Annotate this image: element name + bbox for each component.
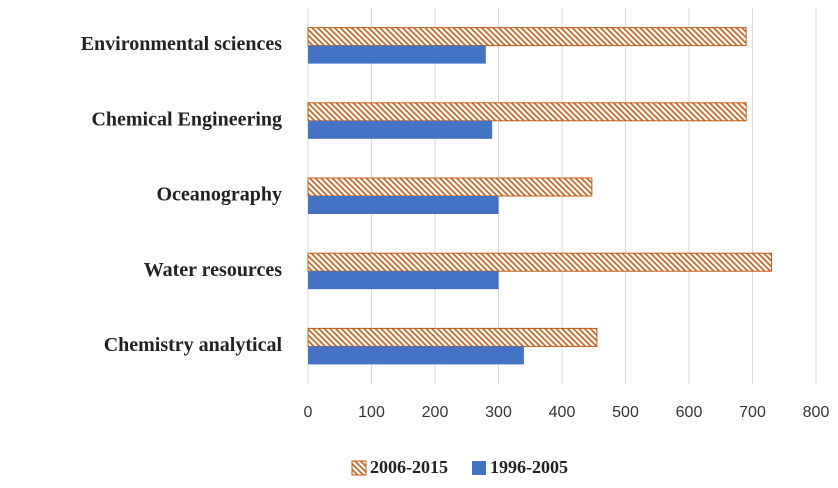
bar xyxy=(308,120,493,139)
y-tick-label: Environmental sciences xyxy=(81,33,283,55)
x-tick-label: 0 xyxy=(304,404,313,421)
y-tick-label: Oceanography xyxy=(156,184,282,206)
x-tick-label: 700 xyxy=(739,404,766,421)
legend-swatch xyxy=(472,461,486,475)
legend-label: 1996-2005 xyxy=(490,457,568,477)
x-tick-label: 200 xyxy=(422,404,449,421)
bar xyxy=(308,271,499,290)
legend-label: 2006-2015 xyxy=(370,457,448,477)
y-tick-label: Chemical Engineering xyxy=(91,108,282,130)
bar xyxy=(307,102,747,122)
bar xyxy=(307,177,593,197)
x-tick-label: 400 xyxy=(549,404,576,421)
bar xyxy=(307,27,747,47)
x-tick-label: 500 xyxy=(612,404,639,421)
x-tick-label: 600 xyxy=(676,404,703,421)
y-tick-label: Water resources xyxy=(144,259,283,281)
legend-swatch xyxy=(351,460,367,476)
y-tick-label: Chemistry analytical xyxy=(104,334,283,356)
x-tick-label: 300 xyxy=(485,404,512,421)
bar xyxy=(308,196,499,214)
bar xyxy=(307,327,598,347)
x-tick-label: 800 xyxy=(803,404,830,421)
x-tick-label: 100 xyxy=(358,404,385,421)
bar xyxy=(308,45,486,64)
bar xyxy=(308,346,524,365)
bar xyxy=(307,252,773,272)
